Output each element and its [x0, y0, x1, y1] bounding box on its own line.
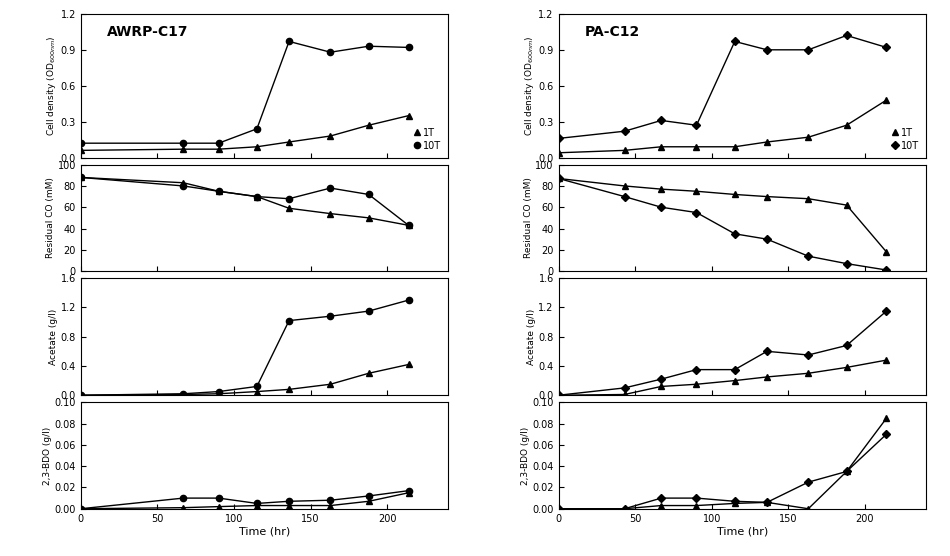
- X-axis label: Time (hr): Time (hr): [239, 527, 290, 537]
- Legend: 1T, 10T: 1T, 10T: [888, 126, 921, 153]
- Y-axis label: Residual CO (mM): Residual CO (mM): [46, 177, 55, 259]
- X-axis label: Time (hr): Time (hr): [717, 527, 768, 537]
- Y-axis label: Cell density (OD$_{600nm}$): Cell density (OD$_{600nm}$): [45, 36, 58, 136]
- Text: AWRP-C17: AWRP-C17: [106, 26, 188, 39]
- Y-axis label: Acetate (g/l): Acetate (g/l): [526, 309, 536, 365]
- Y-axis label: Acetate (g/l): Acetate (g/l): [48, 309, 58, 365]
- Y-axis label: Cell density (OD$_{600nm}$): Cell density (OD$_{600nm}$): [522, 36, 536, 136]
- Y-axis label: 2,3-BDO (g/l): 2,3-BDO (g/l): [43, 426, 51, 485]
- Y-axis label: 2,3-BDO (g/l): 2,3-BDO (g/l): [521, 426, 529, 485]
- Y-axis label: Residual CO (mM): Residual CO (mM): [523, 177, 533, 259]
- Legend: 1T, 10T: 1T, 10T: [410, 126, 444, 153]
- Text: PA-C12: PA-C12: [584, 26, 639, 39]
